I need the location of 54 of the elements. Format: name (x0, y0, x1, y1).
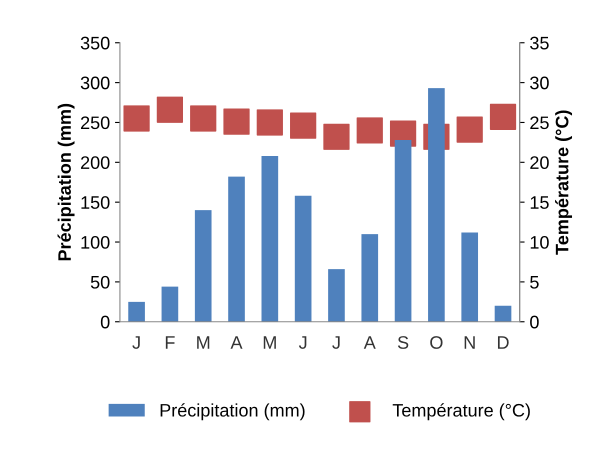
y-tick-label: 100 (81, 236, 110, 249)
bar (262, 156, 278, 322)
legend-label: Précipitation (mm) (160, 403, 305, 420)
point (223, 108, 250, 135)
x-tick-label: N (464, 336, 475, 349)
y2-tick-label: 0 (530, 316, 539, 328)
bar (461, 232, 478, 322)
y-tick-label: 350 (80, 36, 110, 50)
x-tick-label: A (364, 336, 376, 349)
legend-label: Température (°C) (392, 403, 530, 420)
bar (162, 286, 178, 322)
bar (328, 269, 345, 322)
bar (128, 302, 145, 322)
point (256, 109, 283, 136)
y-tick-label: 250 (80, 116, 110, 130)
bar (194, 210, 212, 322)
x-tick-label: O (430, 336, 443, 349)
y2-tick-label: 25 (530, 116, 549, 130)
y2-tick-label: 30 (530, 76, 549, 90)
y2-tick-label: 20 (530, 156, 549, 170)
bar (361, 234, 378, 322)
x-tick-label: D (498, 336, 509, 349)
bar (428, 88, 445, 322)
bar (394, 140, 412, 322)
x-tick-label: M (197, 336, 210, 349)
y2-tick-label: 15 (530, 196, 549, 209)
x-tick-label: J (332, 336, 340, 349)
x-tick-label: M (264, 336, 276, 349)
y-tick-label: 300 (80, 76, 110, 90)
y2-tick-label: 35 (530, 36, 549, 50)
x-tick-label: S (398, 336, 408, 349)
y-axis-title: Précipitation (mm) (58, 104, 75, 260)
y-tick-label: 50 (90, 276, 110, 289)
x-tick-label: J (132, 336, 140, 349)
point (156, 96, 184, 123)
point (456, 116, 483, 143)
bar (494, 306, 512, 322)
y-tick-label: 150 (81, 196, 110, 209)
y2-tick-label: 10 (530, 236, 549, 249)
y2-tick-label: 5 (530, 276, 539, 289)
x-tick-label: F (166, 336, 175, 349)
y-tick-label: 200 (80, 156, 110, 170)
point (323, 124, 350, 150)
x-tick-label: A (230, 336, 243, 349)
point (190, 105, 216, 132)
point (290, 112, 316, 139)
y-tick-label: 0 (100, 316, 110, 328)
y2-axis-title: Température (°C) (555, 110, 572, 255)
bar (228, 176, 245, 322)
point (356, 117, 383, 144)
point (490, 104, 516, 130)
point (123, 105, 150, 132)
x-tick-label: J (298, 336, 306, 349)
bar (294, 196, 312, 322)
